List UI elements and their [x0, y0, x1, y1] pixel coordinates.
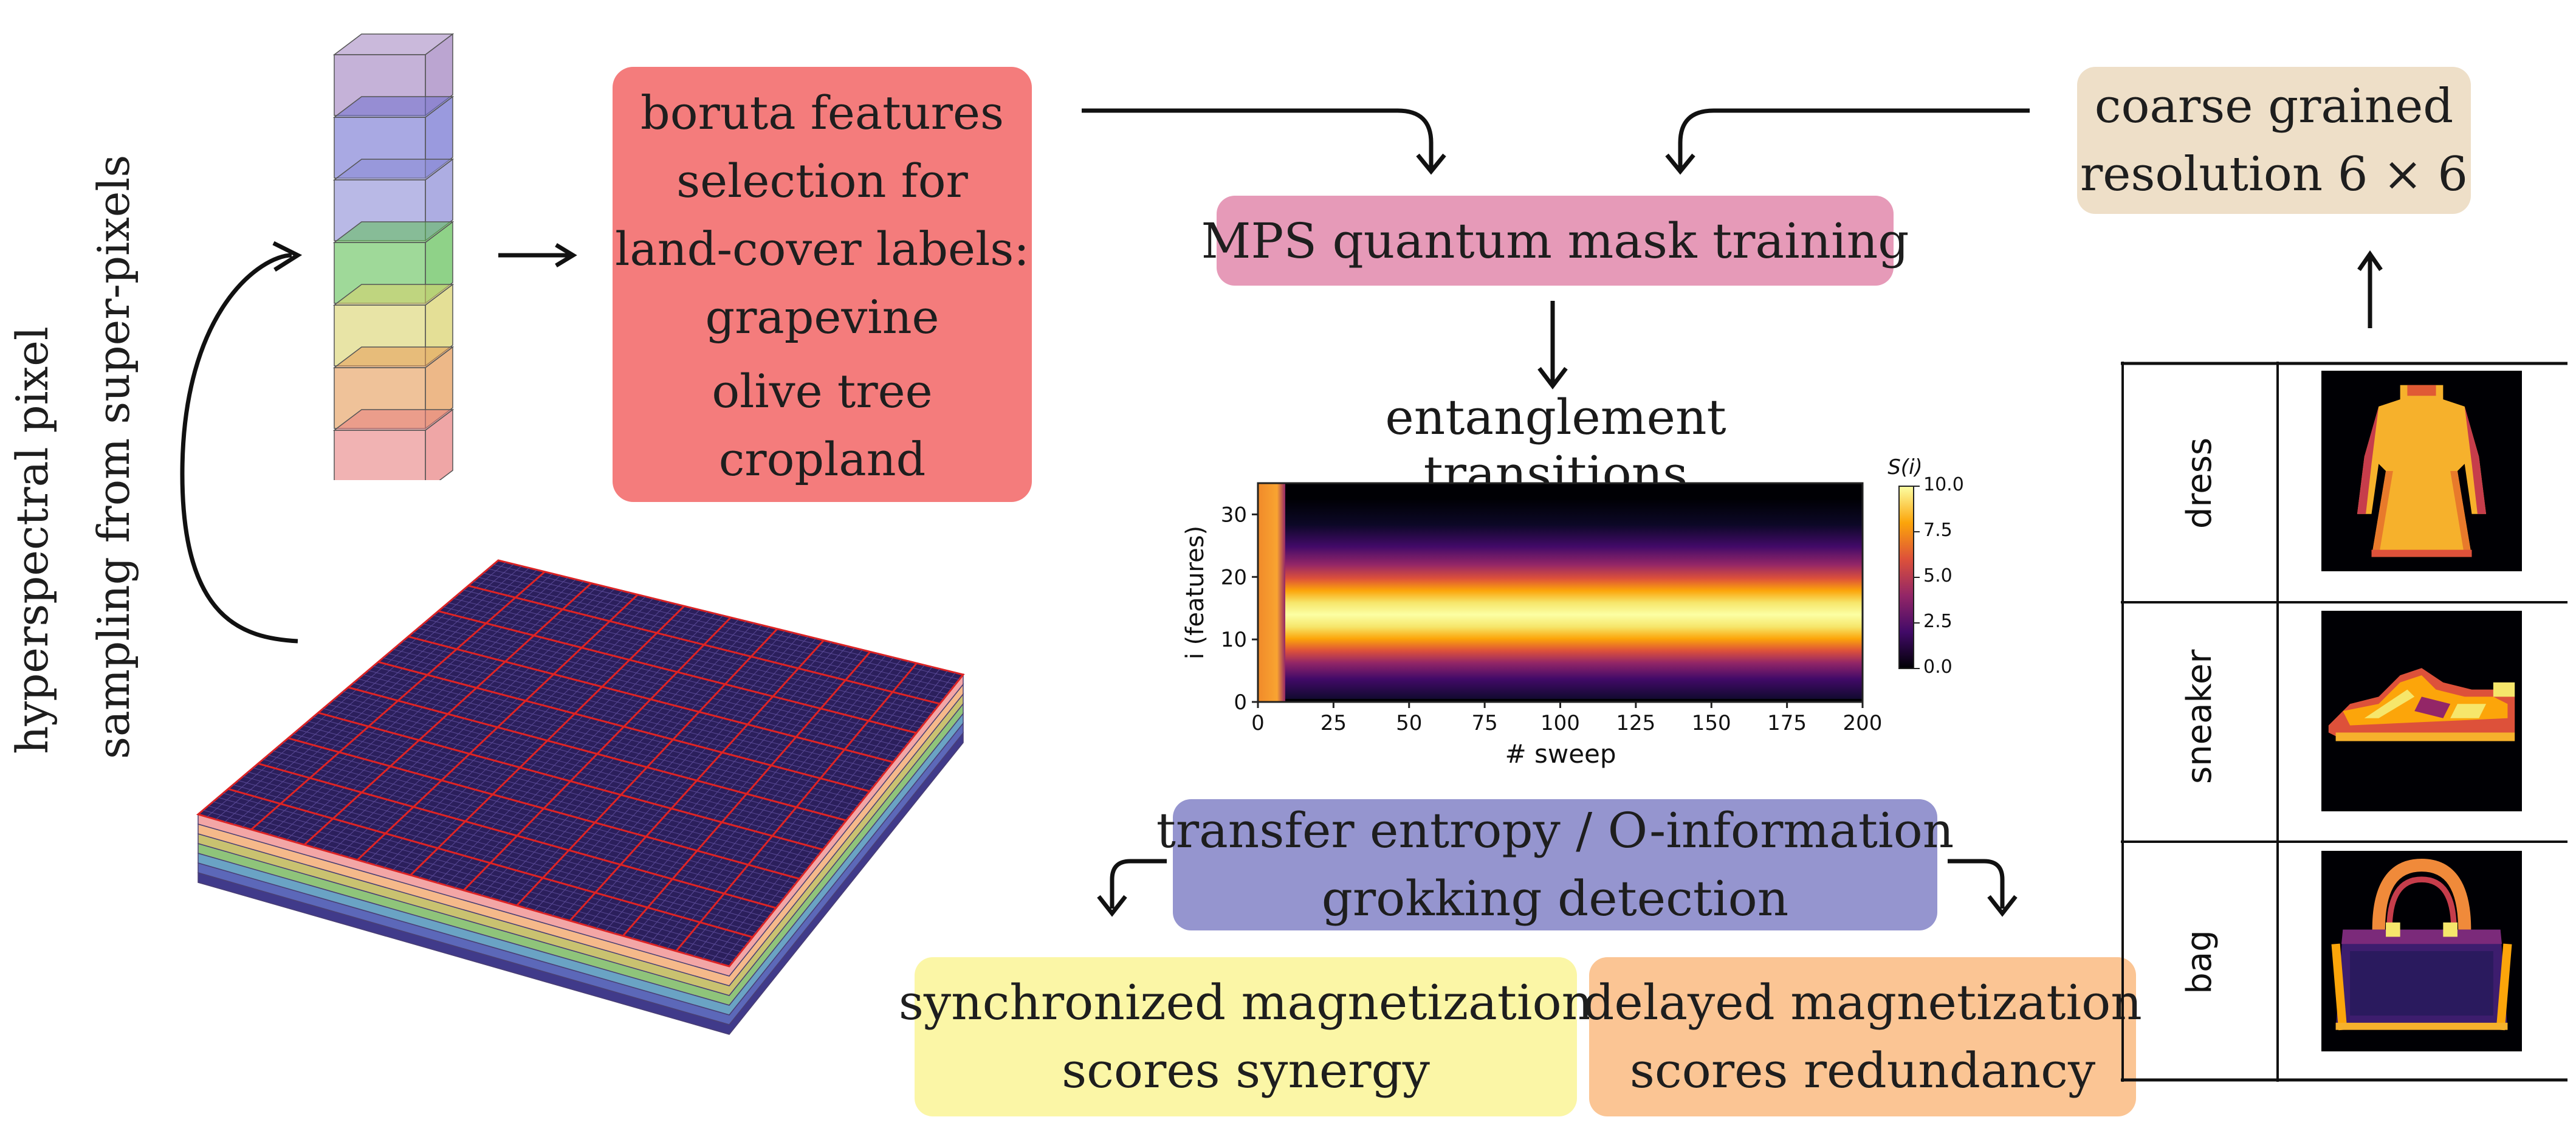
- mps-label: MPS quantum mask training: [1201, 212, 1909, 269]
- y-tick-label: 30: [1221, 503, 1247, 527]
- curved-arrow: [180, 241, 303, 644]
- y-tick-label: 20: [1221, 565, 1247, 590]
- mps-quantum-mask-training-box: MPS quantum mask training: [1201, 196, 1909, 286]
- sync-line-1: synchronized magnetization: [898, 974, 1593, 1031]
- heatmap-plot-area: [1257, 482, 1864, 703]
- arrow-coarse-to-mps: [1665, 108, 2030, 175]
- boruta-line-5: olive tree: [712, 364, 933, 418]
- transfer-line-2: grokking detection: [1321, 870, 1789, 927]
- colorbar-tick-text: 5.0: [1923, 565, 1953, 586]
- row-label-sneaker: sneaker: [2180, 649, 2219, 784]
- delayed-magnetization-box: delayed magnetization scores redundancy: [1583, 957, 2142, 1116]
- left-label-line1: hyperspectral pixel: [7, 326, 58, 754]
- x-tick-label: 100: [1540, 711, 1580, 735]
- bag-icon: [2321, 851, 2522, 1051]
- heatmap-x-ticks: 0 25 50 75 100 125 150 175 200: [1251, 702, 1882, 735]
- y-tick-label: 10: [1221, 628, 1247, 652]
- x-tick-label: 200: [1843, 711, 1883, 735]
- boruta-feature-selection-box: boruta features selection for land-cover…: [613, 67, 1032, 502]
- spectral-cube: [332, 408, 455, 480]
- boruta-line-1: boruta features: [641, 86, 1004, 140]
- row-label-bag: bag: [2180, 930, 2219, 994]
- transfer-line-1: transfer entropy / O-information: [1156, 802, 1954, 859]
- row-label-dress: dress: [2180, 437, 2219, 529]
- x-tick-label: 50: [1396, 711, 1422, 735]
- left-vertical-label: hyperspectral pixel sampling from super-…: [0, 154, 154, 759]
- x-tick-label: 25: [1321, 711, 1347, 735]
- arrow-to-boruta: [498, 243, 577, 267]
- x-tick-label: 125: [1616, 711, 1655, 735]
- hyperspectral-grid-block: [196, 559, 965, 1035]
- x-tick-label: 150: [1692, 711, 1731, 735]
- colorbar-label: S(i): [1887, 456, 1920, 480]
- x-tick-label: 0: [1251, 711, 1265, 735]
- colorbar-ticks: 10.07.55.02.50.0: [1914, 486, 1920, 669]
- grid-coarse-lines: [227, 571, 940, 952]
- heatmap-ylabel: i (features): [1181, 526, 1209, 659]
- image-table-lines: [2121, 362, 2567, 1082]
- synchronized-magnetization-box: synchronized magnetization scores synerg…: [899, 957, 1593, 1116]
- heatmap-y-ticks: 30 20 10 0: [1221, 503, 1258, 715]
- coarse-line-2: resolution 6 × 6: [2080, 147, 2468, 202]
- arrow-to-delayed: [1948, 859, 2018, 917]
- colorbar-tick-text: 0.0: [1923, 656, 1953, 678]
- arrow-to-sync: [1097, 859, 1167, 917]
- spectral-cube: [332, 95, 455, 179]
- colorbar-tick-text: 10.0: [1923, 474, 1964, 495]
- arrow-boruta-to-mps: [1082, 108, 1446, 175]
- boruta-line-6: cropland: [718, 432, 926, 486]
- image-table: dress sneaker bag: [2121, 362, 2567, 1082]
- sneaker-icon: [2321, 611, 2522, 811]
- heatmap-colorbar: [1898, 486, 1914, 669]
- boruta-line-4: grapevine: [705, 290, 939, 344]
- boruta-line-3: land-cover labels:: [615, 222, 1029, 276]
- dress-icon: [2321, 371, 2522, 571]
- sync-line-2: scores synergy: [1062, 1042, 1430, 1099]
- coarse-line-1: coarse grained: [2094, 79, 2454, 134]
- delayed-line-2: scores redundancy: [1629, 1042, 2096, 1099]
- y-tick-label: 0: [1234, 690, 1247, 715]
- left-label-line2: sampling from super-pixels: [88, 154, 139, 759]
- spectral-cube-stack: [332, 33, 455, 480]
- delayed-line-1: delayed magnetization: [1583, 974, 2142, 1031]
- coarse-grained-resolution-box: coarse grained resolution 6 × 6: [2077, 67, 2471, 214]
- arrow-up-to-coarse: [2357, 250, 2383, 328]
- colorbar-tick-text: 2.5: [1923, 611, 1953, 632]
- heatmap-xlabel: # sweep: [1505, 739, 1616, 769]
- boruta-line-2: selection for: [676, 154, 968, 208]
- x-tick-label: 75: [1471, 711, 1497, 735]
- x-tick-label: 175: [1767, 711, 1807, 735]
- arrow-mps-to-entanglement: [1537, 301, 1568, 390]
- colorbar-tick-text: 7.5: [1923, 520, 1953, 541]
- transfer-entropy-box: transfer entropy / O-information grokkin…: [1156, 799, 1954, 930]
